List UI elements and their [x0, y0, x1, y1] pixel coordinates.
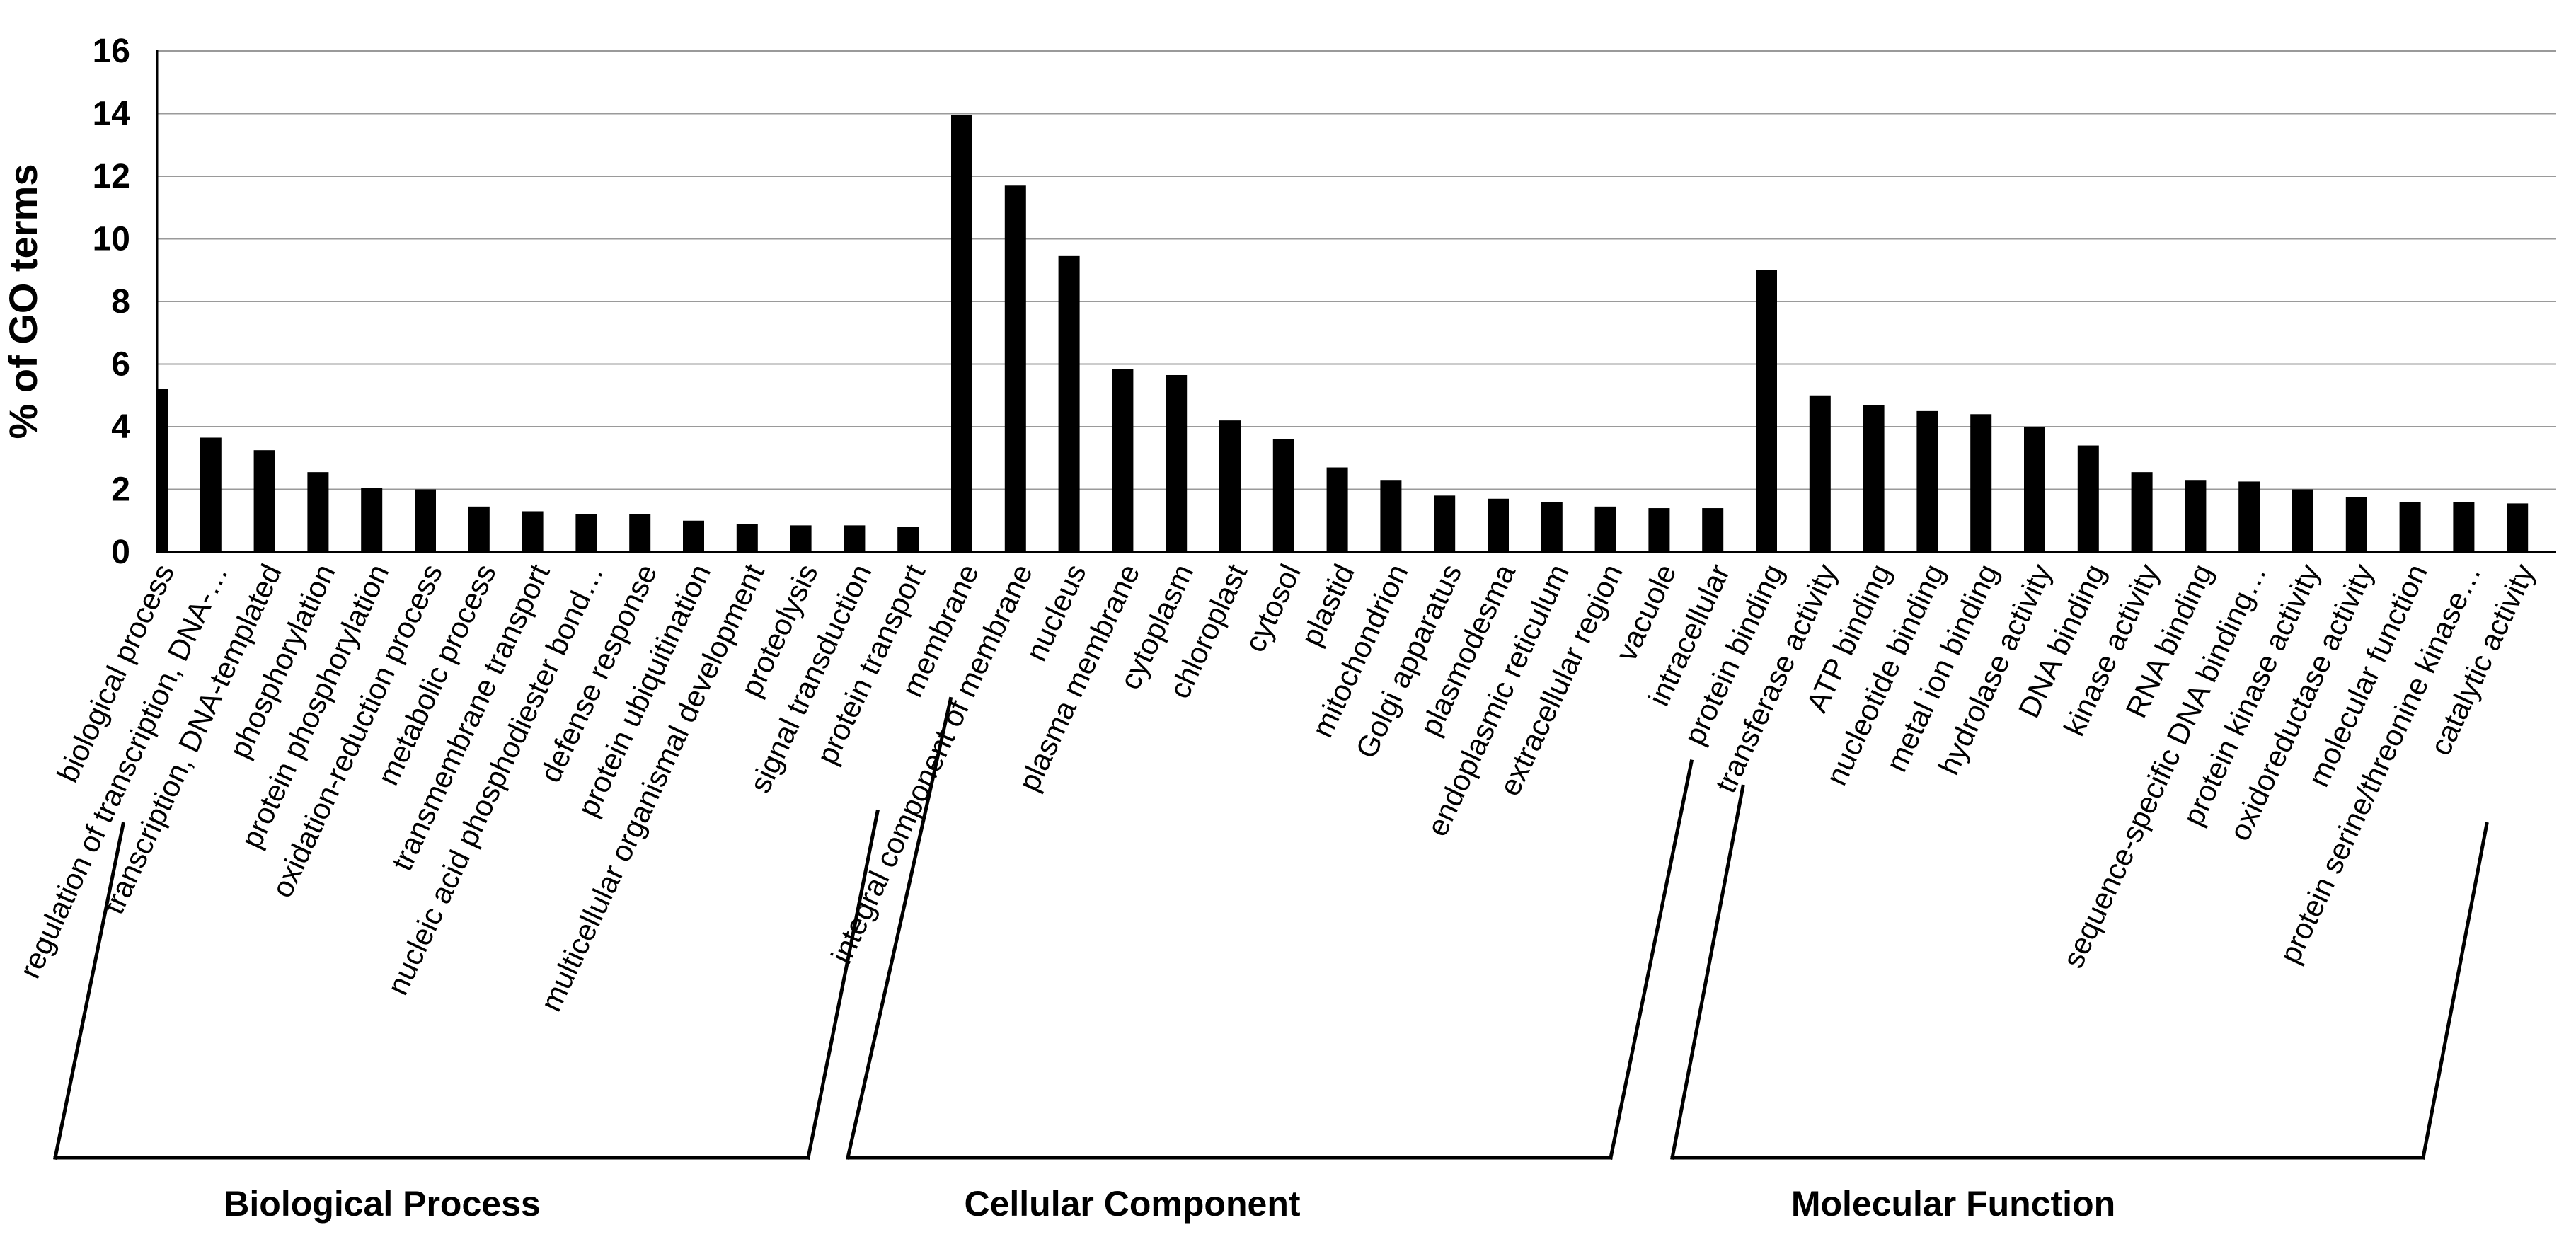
bar-membrane: [951, 115, 972, 552]
bar-kinase-activity: [2131, 472, 2153, 552]
bar-mitochondrion: [1380, 480, 1402, 552]
bars-layer: [158, 115, 2529, 552]
bar-plastid: [1326, 467, 1348, 552]
bar-oxidoreductase-activity: [2345, 497, 2367, 552]
bar-plasma-membrane: [1112, 369, 1134, 552]
bar-protein-serine-threonine-kinase: [2453, 502, 2475, 552]
bar-transferase-activity: [1809, 395, 1831, 552]
y-tick-10: 10: [93, 221, 130, 258]
axes-layer: [156, 50, 2556, 553]
bar-golgi-apparatus: [1434, 495, 1456, 552]
y-axis-tick-labels: 0 2 4 6 8 10 12 14 16: [93, 33, 131, 571]
bar-nucleotide-binding: [1916, 410, 1938, 552]
bar-molecular-function: [2399, 502, 2421, 552]
bar-endoplasmic-reticulum: [1541, 502, 1563, 552]
bar-integral-component-of-membrane: [1004, 185, 1026, 552]
bar-catalytic-activity: [2507, 503, 2529, 552]
group-leader-line: [1609, 759, 1694, 1160]
bar-signal-transduction: [844, 525, 866, 552]
bar-protein-transport: [897, 527, 919, 552]
bar-rna-binding: [2185, 480, 2207, 552]
bar-multicellular-organismal-development: [736, 524, 758, 552]
bar-biological-process: [158, 389, 168, 552]
group-label-biological-process: Biological Process: [224, 1184, 540, 1224]
bar-sequence-specific-dna-binding: [2238, 481, 2260, 552]
y-tick-4: 4: [111, 408, 130, 446]
bar-vacuole: [1648, 508, 1670, 552]
bar-protein-binding: [1756, 270, 1777, 552]
y-tick-14: 14: [93, 96, 131, 133]
group-leader-line: [2421, 822, 2489, 1160]
gridlines-layer: [157, 50, 2556, 490]
bar-protein-kinase-activity: [2292, 489, 2313, 552]
group-leader-line: [846, 696, 953, 1160]
bar-defense-response: [629, 514, 651, 552]
group-leader-line: [806, 809, 880, 1160]
group-label-cellular-component: Cellular Component: [964, 1184, 1300, 1224]
bar-intracellular: [1702, 508, 1724, 552]
bar-regulation-of-transcription-dna: [200, 437, 222, 552]
group-leader-line: [53, 822, 125, 1160]
y-tick-6: 6: [111, 346, 130, 384]
group-brackets-layer: [53, 696, 2489, 1160]
group-leader-line: [1670, 784, 1745, 1160]
bar-protein-phosphorylation: [361, 488, 383, 552]
y-axis-title: % of GO terms: [1, 164, 45, 439]
y-tick-8: 8: [111, 283, 130, 321]
bar-dna-binding: [2077, 445, 2099, 552]
y-tick-0: 0: [111, 534, 130, 571]
bar-transmembrane-transport: [522, 511, 544, 552]
bar-metabolic-process: [468, 506, 490, 552]
bar-nucleic-acid-phosphodiester-bond: [575, 514, 597, 552]
bar-oxidation-reduction-process: [415, 489, 436, 552]
bar-extracellular-region: [1594, 506, 1616, 552]
bar-transcription-dna-templated: [253, 450, 275, 552]
bar-protein-ubiquitination: [683, 520, 704, 552]
bar-hydrolase-activity: [2024, 427, 2045, 552]
y-tick-16: 16: [93, 33, 130, 70]
bar-proteolysis: [790, 525, 812, 552]
bar-plasmodesma: [1488, 498, 1509, 552]
y-tick-2: 2: [111, 471, 130, 509]
bar-cytosol: [1272, 439, 1294, 552]
bar-nucleus: [1058, 255, 1080, 552]
group-label-molecular-function: Molecular Function: [1791, 1184, 2115, 1224]
y-tick-12: 12: [93, 158, 130, 195]
bar-chloroplast: [1219, 420, 1241, 552]
bar-atp-binding: [1863, 405, 1885, 552]
bar-cytoplasm: [1166, 374, 1188, 552]
bar-metal-ion-binding: [1970, 414, 1992, 552]
bar-phosphorylation: [307, 472, 329, 552]
